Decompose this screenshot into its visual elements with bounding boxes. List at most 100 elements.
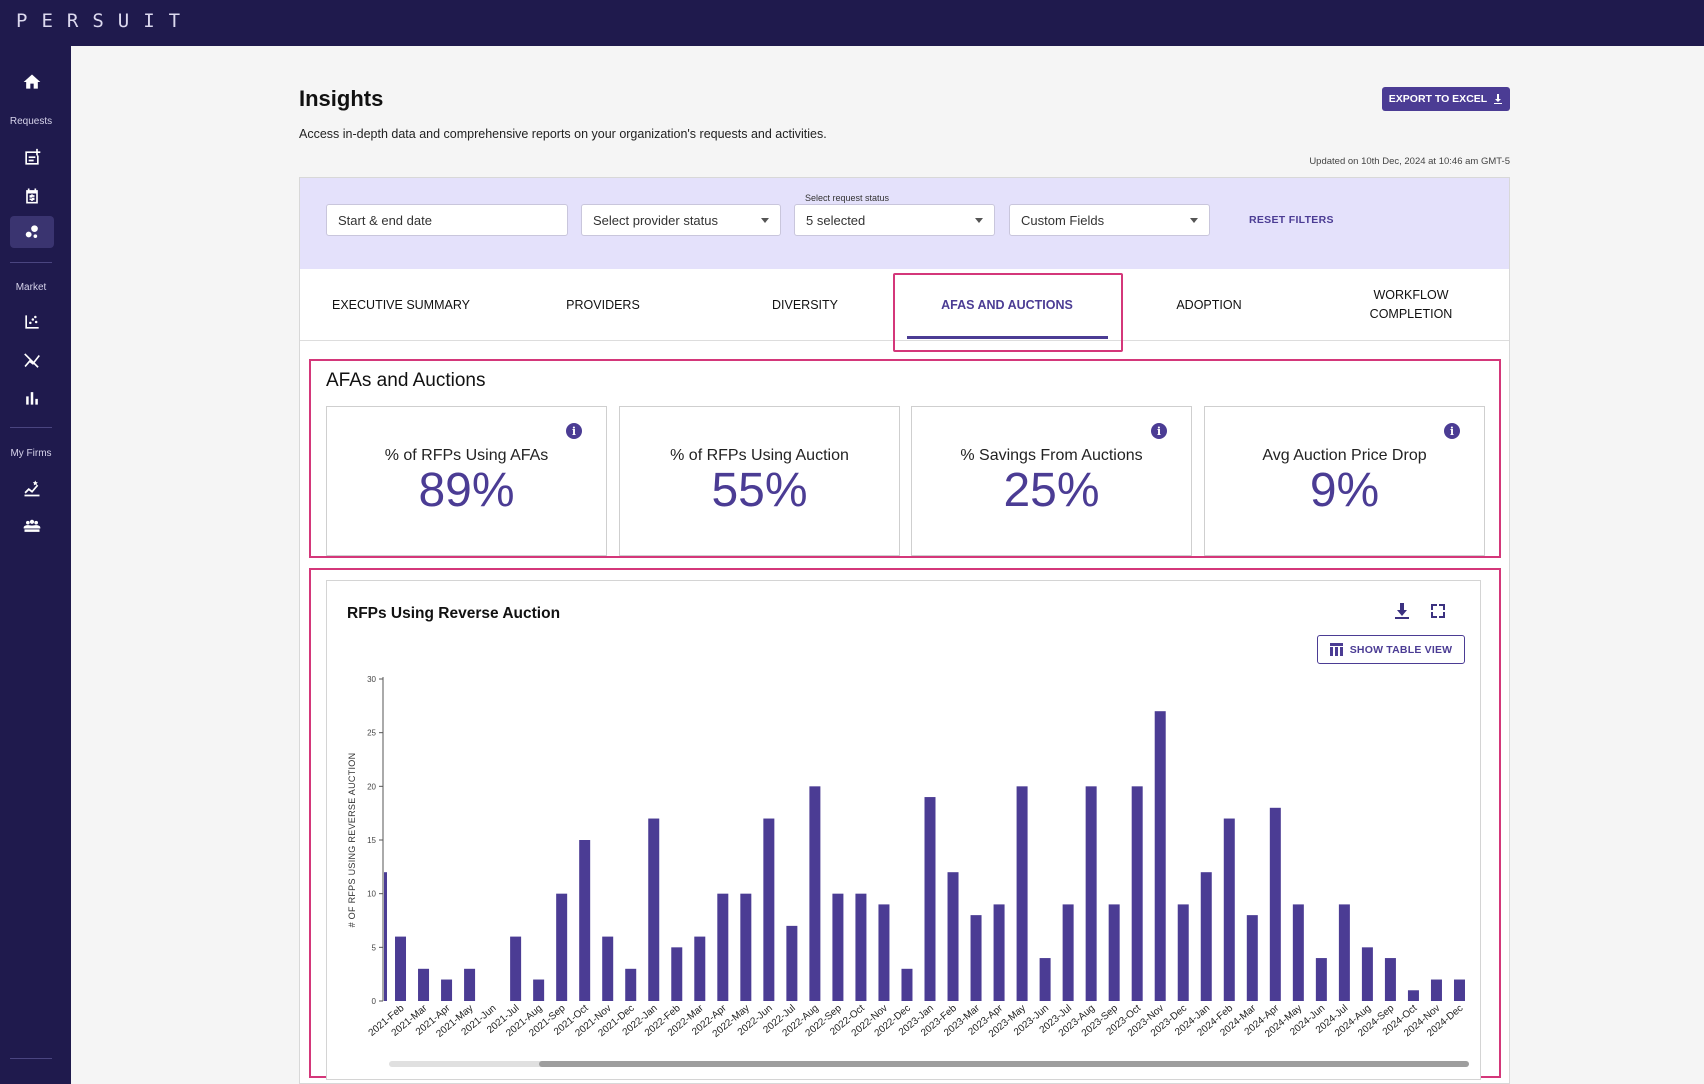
nav-divider — [10, 427, 52, 428]
chart-bar — [671, 947, 683, 1001]
y-tick-label: 20 — [367, 782, 376, 791]
chart-bar — [1200, 872, 1212, 1001]
insights-icon[interactable] — [10, 216, 54, 248]
fullscreen-icon[interactable] — [1428, 601, 1448, 621]
persuit-logo[interactable]: PERSUIT — [16, 10, 195, 32]
tab-afas-and-auctions[interactable]: AFAS AND AUCTIONS — [941, 297, 1073, 312]
info-icon[interactable]: i — [566, 423, 582, 439]
nav-section-requests: Requests — [9, 116, 53, 127]
request-status-value: 5 selected — [806, 212, 866, 228]
chart-bar — [533, 979, 545, 1001]
kpi-value: 55% — [711, 464, 808, 517]
chart-bar — [947, 872, 959, 1001]
chart-bar — [1223, 818, 1235, 1001]
trend-analysis-icon[interactable] — [10, 344, 54, 376]
info-icon[interactable]: i — [1444, 423, 1460, 439]
chart-bar — [579, 840, 591, 1001]
chart-bar — [993, 904, 1005, 1001]
provider-status-value: Select provider status — [593, 212, 719, 228]
y-tick-label: 25 — [367, 729, 376, 738]
bar-chart: 0 5 10 15 20 25 30 # OF RFPS USING REVERSE AUCT… — [347, 675, 1469, 1067]
chart-bar — [1177, 904, 1189, 1001]
show-table-view-label: SHOW TABLE VIEW — [1349, 643, 1453, 656]
nav-divider — [10, 262, 52, 263]
y-tick-label: 30 — [367, 675, 376, 684]
firms-group-icon[interactable] — [10, 510, 54, 542]
chart-bar — [1453, 979, 1465, 1001]
tab-executive-summary[interactable]: EXECUTIVE SUMMARY — [332, 297, 470, 312]
chart-bar — [855, 893, 867, 1001]
tab-adoption[interactable]: ADOPTION — [1176, 297, 1242, 312]
y-tick-label: 0 — [372, 997, 377, 1006]
chart-bar — [648, 818, 660, 1001]
tab-diversity[interactable]: DIVERSITY — [772, 297, 838, 312]
custom-fields-value: Custom Fields — [1021, 212, 1105, 228]
chart-bar — [1338, 904, 1350, 1001]
table-icon — [1329, 643, 1343, 656]
custom-fields-select[interactable]: Custom Fields — [1009, 204, 1210, 236]
calendar-dollar-icon[interactable] — [10, 180, 54, 212]
chart-bar — [786, 925, 798, 1001]
kpi-label: Avg Auction Price Drop — [1262, 447, 1427, 464]
chart-bar — [441, 979, 453, 1001]
chart-bar — [832, 893, 844, 1001]
chart-bar — [1430, 979, 1442, 1001]
firm-performance-icon[interactable] — [10, 472, 54, 504]
chart-bar — [1407, 990, 1419, 1001]
y-axis-label: # OF RFPS USING REVERSE AUCTION — [347, 753, 357, 928]
kpi-label: % of RFPs Using AFAs — [384, 447, 549, 464]
y-tick-label: 15 — [367, 836, 376, 845]
chart-bar — [1269, 807, 1281, 1001]
date-range-field[interactable]: Start & end date — [326, 204, 568, 236]
chart-bar — [740, 893, 752, 1001]
tab-workflow-completion[interactable]: WORKFLOW COMPLETION — [1369, 288, 1453, 321]
active-tab-highlight — [893, 273, 1123, 352]
kpi-card-savings: i % Savings From Auctions 25% — [911, 406, 1192, 556]
chart-bar — [1062, 904, 1074, 1001]
page-title: Insights — [299, 86, 384, 111]
home-icon[interactable] — [10, 66, 54, 98]
chart-bar — [1246, 915, 1258, 1001]
chart-title: RFPs Using Reverse Auction — [347, 605, 561, 622]
chart-bar — [694, 936, 706, 1001]
page-subtitle: Access in-depth data and comprehensive r… — [299, 127, 827, 141]
info-icon[interactable]: i — [1151, 423, 1167, 439]
kpi-label: % of RFPs Using Auction — [670, 447, 849, 464]
chart-bar — [510, 936, 522, 1001]
chart-bar — [1039, 958, 1051, 1001]
export-to-excel-button[interactable]: EXPORT TO EXCEL — [1382, 87, 1510, 111]
kpi-card-afas: i % of RFPs Using AFAs 89% — [326, 406, 607, 556]
filter-bar: Start & end date Select provider status … — [300, 178, 1509, 269]
chart-bar — [1131, 786, 1143, 1001]
reset-filters-button[interactable]: RESET FILTERS — [1249, 214, 1334, 226]
chart-bar — [924, 797, 936, 1001]
kpi-value: 9% — [1309, 464, 1380, 517]
chart-bar — [1154, 711, 1166, 1001]
chart-scrollbar-thumb — [539, 1061, 1469, 1067]
chart-bar — [625, 968, 637, 1001]
kpi-label: % Savings From Auctions — [960, 447, 1143, 464]
tab-providers[interactable]: PROVIDERS — [566, 297, 640, 312]
insights-panel: Start & end date Select provider status … — [299, 177, 1510, 1084]
updated-timestamp: Updated on 10th Dec, 2024 at 10:46 am GM… — [1309, 156, 1510, 167]
y-tick-label: 10 — [367, 890, 376, 899]
chart-bar — [809, 786, 821, 1001]
show-table-view-button[interactable]: SHOW TABLE VIEW — [1317, 635, 1465, 664]
chart-bar — [1016, 786, 1028, 1001]
chevron-down-icon — [975, 217, 983, 223]
chart-bar — [717, 893, 729, 1001]
kpi-section-highlight — [309, 359, 1501, 558]
chart-bar — [556, 893, 568, 1001]
new-request-icon[interactable] — [10, 142, 54, 174]
kpi-value: 89% — [418, 464, 515, 517]
top-bar: PERSUIT — [0, 0, 1704, 46]
report-tabs: EXECUTIVE SUMMARY PROVIDERS DIVERSITY AF… — [300, 269, 1509, 341]
chart-bar — [418, 968, 430, 1001]
export-button-label: EXPORT TO EXCEL — [1388, 93, 1488, 105]
download-icon[interactable] — [1392, 601, 1412, 621]
scatter-chart-icon[interactable] — [10, 306, 54, 338]
chart-bar — [1292, 904, 1304, 1001]
bar-chart-icon[interactable] — [10, 382, 54, 414]
provider-status-select[interactable]: Select provider status — [581, 204, 781, 236]
request-status-select[interactable]: Select request status 5 selected — [794, 193, 995, 236]
